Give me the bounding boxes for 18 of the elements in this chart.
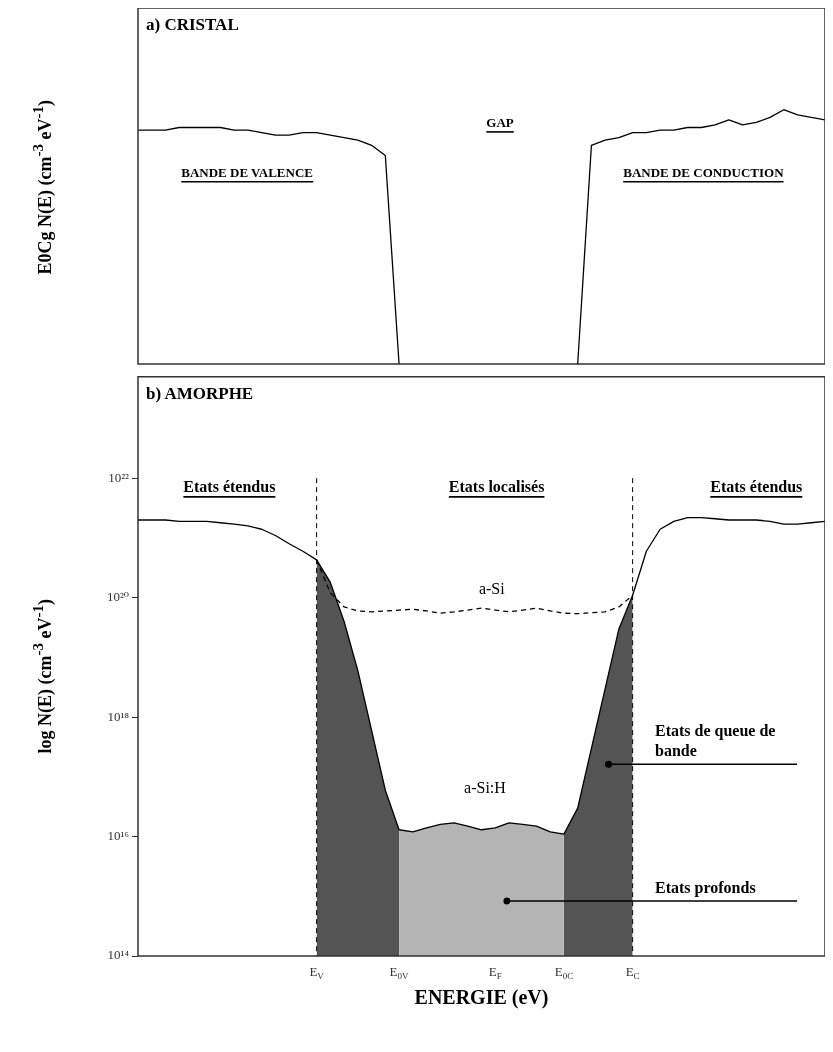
annotation: Etats localisés [448,477,545,495]
chart-title: b) AMORPHE [146,383,254,403]
annotation: BANDE DE VALENCE [181,164,313,180]
y-tick-label: 10¹⁶ [107,827,129,843]
annotation: Etats étendus [710,477,803,495]
annotation: Etats de queue de bande [655,722,776,760]
x-axis-title: ENERGIE (eV) [413,986,550,1009]
annotation: Etats étendus [183,477,276,495]
annotation: a-Si:H [464,779,507,797]
annotation: a-Si [478,580,506,598]
annotation: GAP [486,114,514,130]
y-tick-label: 10²² [108,469,130,485]
y-tick-label: 10²⁰ [106,589,129,605]
y-tick-label: 10¹⁸ [107,708,130,724]
chart-title: a) CRISTAL [146,15,239,34]
annotation: Etats profonds [655,878,756,897]
annotation: BANDE DE CONDUCTION [623,164,785,180]
y-tick-label: 10¹⁴ [107,947,130,963]
